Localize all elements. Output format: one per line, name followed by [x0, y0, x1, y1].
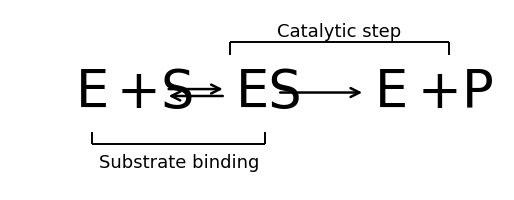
- Text: ES: ES: [235, 67, 302, 119]
- Text: +P: +P: [401, 67, 493, 119]
- Text: E: E: [375, 67, 408, 119]
- Text: +S: +S: [100, 67, 195, 119]
- Text: Catalytic step: Catalytic step: [277, 23, 401, 41]
- Text: E: E: [76, 67, 109, 119]
- Text: Substrate binding: Substrate binding: [99, 154, 259, 172]
